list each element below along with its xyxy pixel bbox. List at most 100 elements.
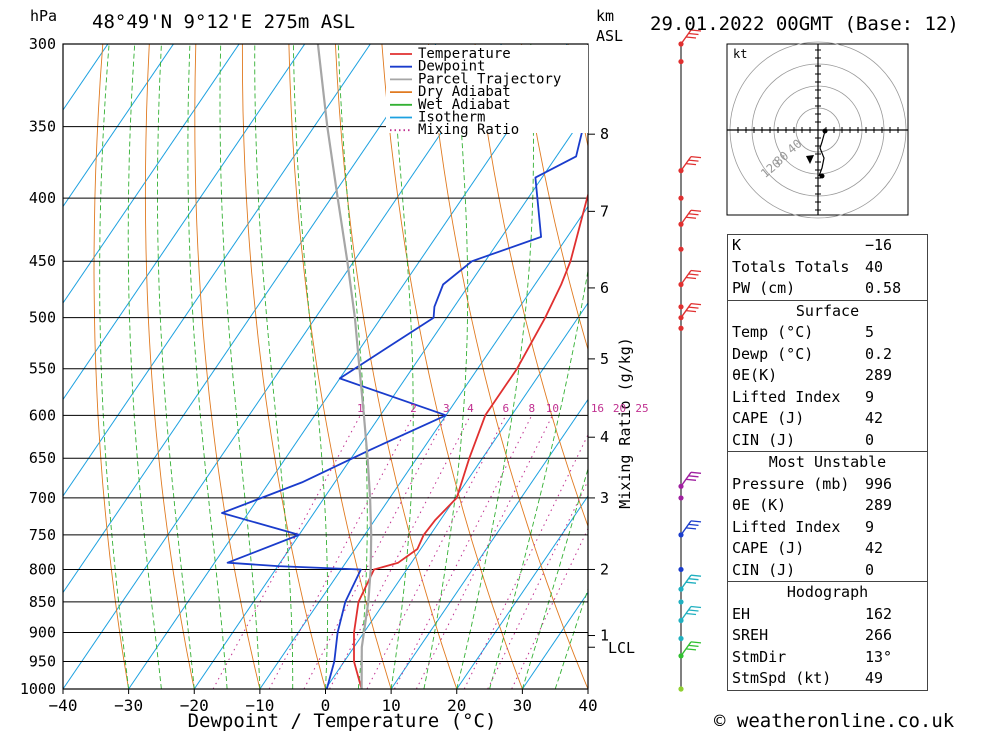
most-unstable-value: 42 [865,539,884,557]
index-value: −16 [865,236,893,254]
x-tick-label: −30 [114,696,143,715]
dry-adiabat [93,44,130,689]
surface-title: Surface [728,299,927,323]
index-label: K [732,236,742,254]
surface-label: θE(K) [732,366,778,384]
wet-adiabat [292,44,329,689]
wind-barb-feather [688,523,699,527]
pressure-tick-label: 300 [29,35,56,53]
legend-label: Parcel Trajectory [418,71,561,87]
wet-adiabat [337,44,368,689]
wet-adiabat [157,44,195,689]
wind-barb-feather [688,644,699,647]
series-temperature [353,192,588,689]
wind-barb-feather [685,648,697,651]
pressure-tick-label: 700 [29,489,56,507]
pressure-tick-label: 650 [29,449,56,467]
x-tick-label: −40 [49,696,78,715]
x-tick-label: −20 [180,696,209,715]
dry-adiabat [927,7,1000,689]
hpa-unit-label: hPa [30,7,57,25]
dry-adiabat [194,44,261,689]
index-row: PW (cm) 0.58 [728,278,927,300]
index-value: 0.58 [865,279,902,297]
hodograph-param-value: 49 [865,669,884,687]
surface-label: CIN (J) [732,430,796,449]
km-tick-label: 2 [600,560,609,578]
dry-adiabat [973,7,1000,689]
pressure-tick-label: 900 [29,624,56,642]
mixing-ratio-value-label: 4 [467,402,474,415]
wind-barb [680,574,702,590]
surface-label: Lifted Index [732,387,841,406]
most-unstable-value: 996 [865,474,893,493]
legend-box [386,45,588,133]
hodograph-param-label: StmSpd (kt) [732,669,832,687]
index-row: Totals Totals 40 [728,257,927,279]
wind-barb-feather [688,213,699,216]
most-unstable-row: Lifted Index 9 [728,517,927,539]
wind-barb-feather [685,310,697,313]
x-tick-label: 0 [321,696,331,715]
surface-value: 9 [865,387,875,406]
surface-value: 42 [865,409,884,427]
most-unstable-label: Pressure (mb) [732,474,850,493]
wind-barb [680,155,702,172]
wind-level-dot [678,566,684,573]
surface-row: Lifted Index 9 [728,387,927,409]
surface-value: 289 [865,366,893,384]
wind-barb-feather [690,574,702,577]
wind-barb-feather [685,276,697,280]
isotherm [0,0,109,689]
copyright-text: © weatheronline.co.uk [714,710,955,732]
wind-barb-feather [690,155,702,159]
isotherm [63,44,240,304]
wet-adiabat [187,44,228,689]
surface-row: Temp (°C) 5 [728,322,927,344]
wind-barb-feather [690,29,702,32]
surface-label: Dewp (°C) [732,344,814,363]
surface-label: Temp (°C) [732,323,814,341]
hodograph-param-row: EH 162 [728,604,927,626]
most-unstable-value: 0 [865,560,875,579]
wind-barb-feather [688,578,699,581]
wind-level-dot [678,599,684,605]
wind-barb-feather [690,605,702,609]
most-unstable-title: Most Unstable [728,451,927,474]
km-unit-label: km [596,7,614,25]
wind-barb-feather [690,209,702,212]
x-tick-label: 10 [381,696,400,715]
mixing-ratio-value-label: 16 [591,402,604,415]
hodograph-param-label: SREH [732,626,769,644]
pressure-tick-label: 350 [29,118,56,136]
index-label: PW (cm) [732,279,796,297]
wet-adiabat [219,44,261,689]
hodograph-param-label: StmDir [732,647,787,666]
wind-level-dot [678,304,684,310]
most-unstable-label: CAPE (J) [732,539,805,557]
mixing-ratio-line [511,527,588,689]
most-unstable-label: θE (K) [732,496,787,514]
mixing-ratio-line [329,415,471,689]
wind-barb-feather [685,581,697,584]
mixing-ratio-line [415,415,553,689]
legend-label: Dewpoint [418,59,485,75]
hodograph-end-dot [819,173,825,179]
km-tick-label: 4 [600,428,609,446]
km-tick-label: 8 [600,125,609,143]
wind-barb-feather [685,162,697,166]
hodograph-rows: EH 162 SREH 266 StmDir 13° StmSpd (kt) 49 [728,604,927,690]
wet-adiabat [99,44,130,689]
hodograph-param-row: SREH 266 [728,625,927,647]
mixing-ratio-line [463,433,588,689]
isotherm [63,44,175,208]
hodograph-param-value: 266 [865,626,893,644]
wind-barb [680,520,702,536]
wind-barb [680,471,702,487]
legend-label: Mixing Ratio [418,122,519,138]
most-unstable-row: CAPE (J) 42 [728,538,927,560]
wind-barb-feather [688,273,699,276]
location-title: 48°49'N 9°12'E 275m ASL [92,11,355,33]
x-tick-label: 30 [513,696,532,715]
wind-level-dot [678,635,684,642]
